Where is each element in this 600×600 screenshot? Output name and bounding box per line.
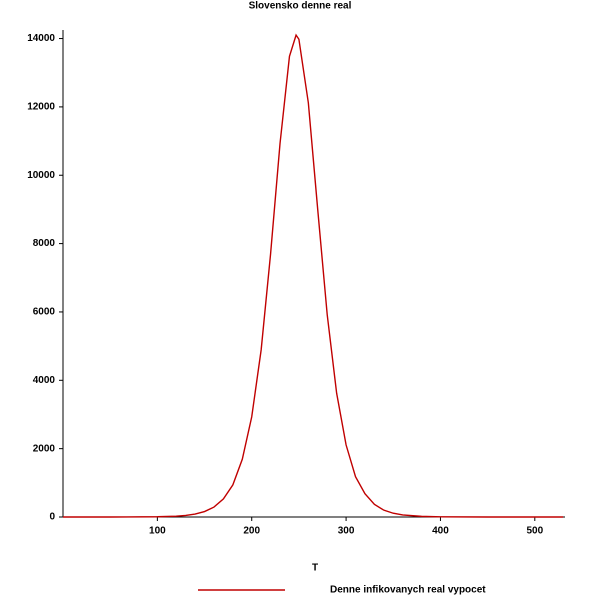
x-tick-label: 400 <box>432 526 449 537</box>
data-line <box>63 33 564 518</box>
y-tick-label: 0 <box>49 512 55 523</box>
chart-title: Slovensko denne real <box>249 1 352 12</box>
y-tick-label: 14000 <box>27 33 55 44</box>
y-tick-label: 10000 <box>27 170 55 181</box>
y-tick-label: 8000 <box>33 238 56 249</box>
x-tick-label: 200 <box>243 526 260 537</box>
y-tick-label: 2000 <box>33 443 56 454</box>
y-tick-label: 12000 <box>27 102 55 113</box>
legend-label: Denne infikovanych real vypocet <box>330 585 486 596</box>
x-axis-label: T <box>312 563 318 574</box>
x-tick-label: 100 <box>149 526 166 537</box>
x-tick-label: 300 <box>338 526 355 537</box>
x-tick-label: 500 <box>526 526 543 537</box>
y-tick-label: 4000 <box>33 375 56 386</box>
y-tick-label: 6000 <box>33 307 56 318</box>
